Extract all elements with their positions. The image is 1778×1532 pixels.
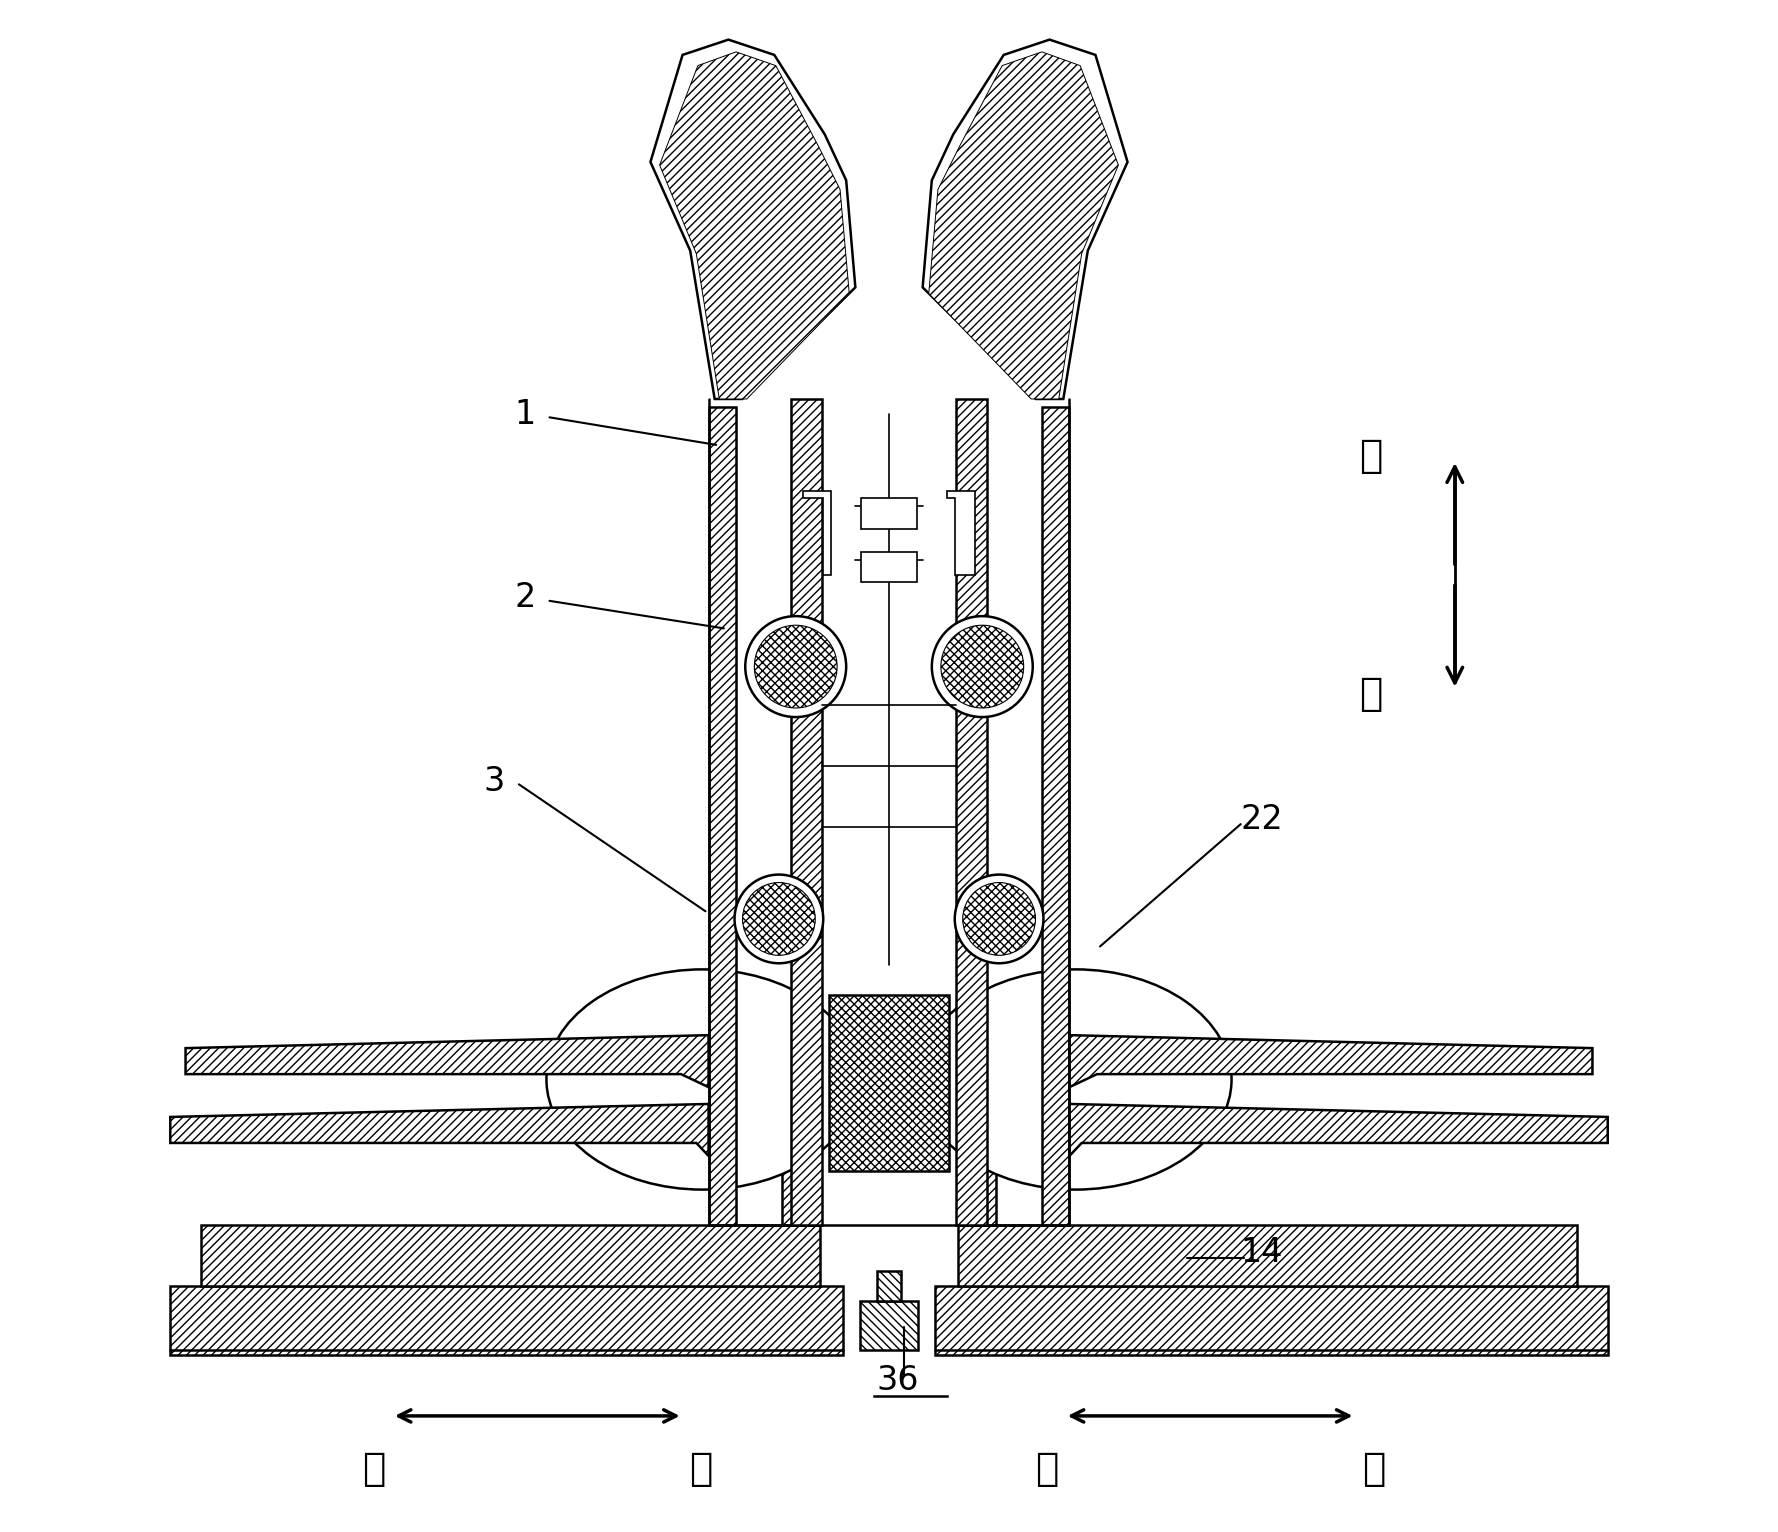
Text: 外: 外 xyxy=(1035,1451,1058,1489)
Polygon shape xyxy=(1069,1036,1593,1088)
Polygon shape xyxy=(171,1105,709,1157)
Polygon shape xyxy=(829,996,949,1172)
Circle shape xyxy=(734,875,823,964)
Polygon shape xyxy=(862,498,916,529)
Circle shape xyxy=(745,616,846,717)
Polygon shape xyxy=(958,1224,1577,1285)
Text: 前: 前 xyxy=(1358,676,1382,712)
Circle shape xyxy=(941,625,1024,708)
Polygon shape xyxy=(1069,1105,1607,1157)
Polygon shape xyxy=(928,52,1118,398)
Circle shape xyxy=(743,882,816,956)
Text: 14: 14 xyxy=(1241,1236,1284,1268)
Polygon shape xyxy=(948,490,974,574)
Polygon shape xyxy=(923,40,1127,398)
Circle shape xyxy=(955,875,1044,964)
Text: 22: 22 xyxy=(1241,803,1284,836)
Polygon shape xyxy=(935,1285,1607,1354)
Polygon shape xyxy=(957,398,987,1224)
Polygon shape xyxy=(861,1301,917,1350)
Polygon shape xyxy=(660,52,850,398)
Polygon shape xyxy=(958,1167,996,1224)
Text: 内: 内 xyxy=(363,1451,386,1489)
Polygon shape xyxy=(877,1270,901,1301)
Text: 外: 外 xyxy=(690,1451,713,1489)
Polygon shape xyxy=(791,398,821,1224)
Text: 2: 2 xyxy=(514,581,535,614)
Text: 36: 36 xyxy=(877,1365,919,1397)
Circle shape xyxy=(962,882,1035,956)
Circle shape xyxy=(932,616,1033,717)
Polygon shape xyxy=(862,552,916,582)
Polygon shape xyxy=(201,1224,820,1285)
Ellipse shape xyxy=(546,970,859,1189)
Polygon shape xyxy=(651,40,855,398)
Circle shape xyxy=(754,625,837,708)
Polygon shape xyxy=(1042,406,1069,1224)
Text: 后: 后 xyxy=(1358,437,1382,475)
Polygon shape xyxy=(185,1036,709,1088)
Polygon shape xyxy=(709,406,736,1224)
Text: 3: 3 xyxy=(484,764,505,798)
Polygon shape xyxy=(171,1285,843,1354)
Polygon shape xyxy=(804,490,830,574)
Text: 内: 内 xyxy=(1362,1451,1385,1489)
Ellipse shape xyxy=(919,970,1232,1189)
Polygon shape xyxy=(782,1167,820,1224)
Text: 1: 1 xyxy=(514,398,535,430)
